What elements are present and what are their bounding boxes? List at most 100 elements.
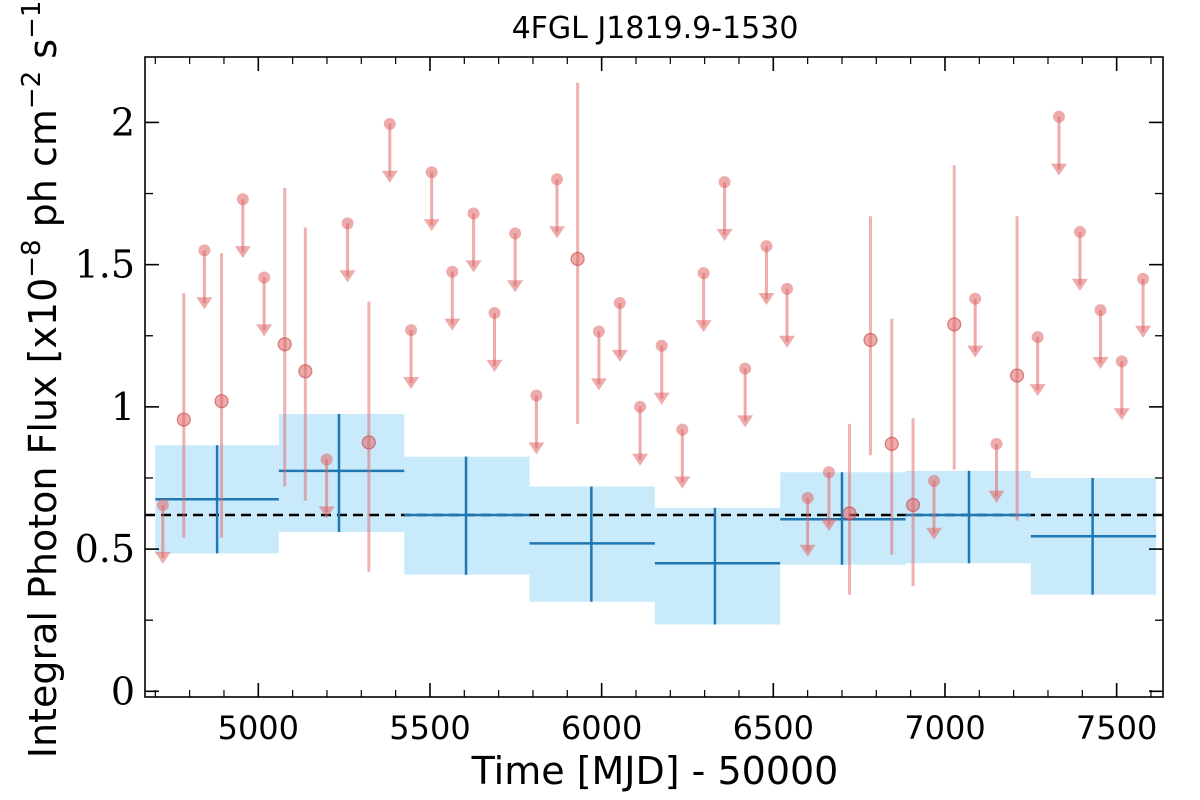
y-axis-label-exp2: −2 (17, 71, 47, 109)
y-tick-label: 2 (111, 100, 135, 144)
upper-limit-arrow-head (590, 378, 607, 391)
detection-point (570, 251, 585, 267)
upper-limit-point (1094, 304, 1107, 317)
y-tick-label: 1.5 (75, 243, 135, 287)
upper-limit-arrow-head (1071, 278, 1088, 291)
detection-point (277, 337, 292, 352)
detection-point (842, 506, 857, 521)
upper-limit-point (425, 166, 438, 179)
upper-limit-arrow-head (507, 280, 524, 293)
upper-limit-arrow-head (1135, 325, 1152, 338)
upper-limit-point (990, 437, 1003, 450)
upper-limit-arrow-head (632, 453, 649, 466)
upper-limit-point (592, 325, 605, 338)
upper-limit-point (467, 207, 480, 220)
upper-limit-point (156, 499, 169, 511)
upper-limit-point (341, 217, 354, 230)
upper-limit-arrow-head (967, 345, 984, 358)
upper-limit-point (530, 389, 543, 402)
upper-limit-point (801, 491, 814, 504)
upper-limit-arrow-head (549, 226, 566, 239)
axes-frame: 0 0.5 1 1.5 2 5000 5500 6000 6500 7000 7500 (75, 56, 1164, 747)
upper-limit-arrow-head (779, 335, 796, 348)
upper-limit-arrow-head (339, 270, 356, 283)
upper-limit-arrow-head (611, 349, 628, 362)
y-axis-label-mid2: s (21, 39, 65, 71)
upper-limit-arrow-head (256, 324, 273, 337)
upper-limit-point (488, 307, 501, 319)
upper-limit-arrow-head (196, 297, 213, 310)
y-axis-label-exp1: −8 (17, 239, 47, 277)
upper-limit-point (1137, 272, 1150, 285)
y-axis-label-main: Integral Photon Flux [x10 (21, 278, 65, 759)
long-bin-band (278, 413, 405, 533)
detection-point (298, 364, 313, 379)
upper-limit-arrow-head (737, 415, 754, 428)
detection-point (1009, 368, 1025, 383)
upper-limit-arrow-head (444, 318, 461, 331)
upper-limit-point (655, 339, 668, 352)
upper-limit-point (1031, 331, 1044, 344)
upper-limit-point (781, 282, 794, 295)
upper-limit-arrow-head (234, 246, 251, 259)
upper-limit-arrow-head (674, 476, 691, 489)
detection-point (947, 317, 962, 332)
detection-point (905, 497, 921, 513)
upper-limit-arrow-head (318, 506, 335, 519)
x-axis-label: Time [MJD] - 50000 (471, 749, 839, 793)
upper-limit-point (697, 267, 710, 280)
detection-point (214, 394, 229, 409)
upper-limit-point (927, 474, 940, 487)
y-tick-label: 0 (111, 669, 135, 713)
upper-limit-point (1073, 225, 1086, 238)
plot-frame (144, 56, 1164, 698)
x-tick-label: 7000 (904, 709, 985, 747)
upper-limit-arrow-head (1050, 163, 1067, 176)
upper-limit-point (258, 271, 271, 284)
upper-limit-point (613, 297, 626, 310)
detection-point (863, 332, 878, 348)
upper-limit-arrow-head (820, 519, 837, 532)
detection-point (361, 435, 376, 450)
upper-limit-arrow-head (653, 392, 670, 405)
x-tick-label: 5000 (218, 709, 299, 747)
x-tick-label: 7500 (1076, 709, 1157, 747)
upper-limit-arrow-head (486, 359, 503, 372)
upper-limit-arrow-head (154, 551, 171, 564)
y-tick-label: 0.5 (75, 527, 135, 571)
upper-limit-point (320, 453, 333, 466)
upper-limit-arrow-head (465, 260, 482, 273)
upper-limit-point (405, 324, 418, 337)
upper-limit-arrow-head (1092, 357, 1109, 370)
short-bin-points (154, 82, 1152, 595)
upper-limit-point (509, 227, 522, 240)
y-axis-label-mid: ph cm (21, 109, 65, 239)
y-axis-label-end: ] (21, 0, 65, 1)
upper-limit-point (718, 176, 731, 189)
upper-limit-arrow-head (716, 229, 733, 242)
upper-limit-point (1115, 355, 1128, 368)
upper-limit-arrow-head (1029, 384, 1046, 397)
upper-limit-point (634, 400, 647, 413)
upper-limit-arrow-head (758, 293, 775, 306)
detection-point (884, 436, 899, 451)
upper-limit-point (676, 423, 689, 436)
upper-limit-point (822, 466, 835, 479)
upper-limit-point (551, 173, 564, 186)
upper-limit-arrow-head (799, 544, 816, 557)
upper-limit-point (198, 244, 211, 257)
x-tick-label: 6000 (561, 709, 642, 747)
upper-limit-point (236, 193, 249, 206)
upper-limit-point (969, 292, 982, 305)
x-tick-label: 5500 (389, 709, 470, 747)
x-tick-label: 6500 (733, 709, 814, 747)
long-bin-points (155, 413, 1157, 625)
upper-limit-arrow-head (1113, 408, 1130, 421)
long-bin-band (654, 507, 781, 625)
y-tick-label: 1 (111, 385, 135, 429)
upper-limit-arrow-head (528, 442, 545, 455)
chart-title: 4FGL J1819.9-1530 (512, 11, 799, 46)
y-axis-label: Integral Photon Flux [x10−8 ph cm−2 s−1] (17, 0, 65, 758)
y-axis-label-exp3: −1 (17, 1, 47, 39)
